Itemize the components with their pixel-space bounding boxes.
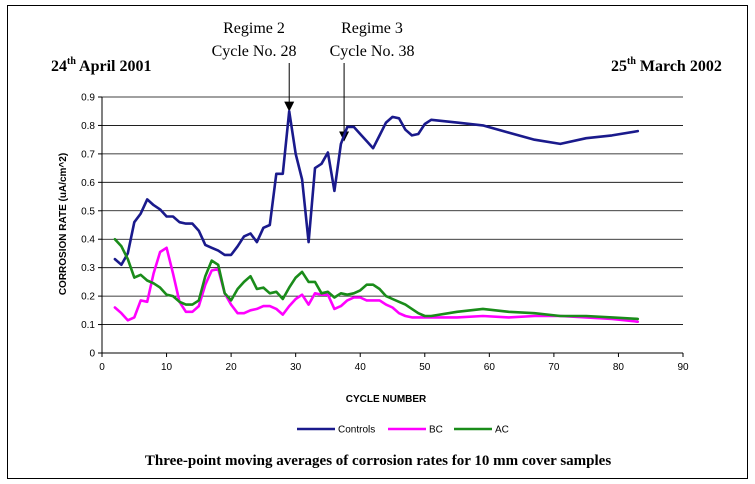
annotation-regime-3-line2: Cycle No. 38	[330, 43, 415, 60]
chart: 24th April 2001 25th March 2002 Regime 2…	[51, 20, 722, 469]
end-date-label: 25th March 2002	[611, 56, 722, 75]
annotation-regime-2-line1: Regime 2	[223, 20, 285, 37]
x-tick-label: 40	[355, 362, 367, 373]
x-tick-label: 70	[548, 362, 560, 373]
y-tick-label: 0.1	[81, 320, 95, 331]
series-line-controls	[113, 109, 640, 267]
figure-frame: 24th April 2001 25th March 2002 Regime 2…	[7, 5, 748, 479]
legend-label-bc: BC	[429, 425, 443, 436]
gridlines	[102, 96, 683, 325]
annotation-arrows	[284, 63, 350, 142]
series-lines	[113, 109, 640, 324]
annotation-regime-3: Regime 3 Cycle No. 38	[330, 20, 415, 60]
x-tick-label: 10	[161, 362, 173, 373]
series-line-bc	[113, 246, 640, 324]
annotation-arrow-head	[284, 101, 295, 112]
legend-label-controls: Controls	[338, 425, 375, 436]
y-axis-label: CORROSION RATE (uA/cm^2)	[58, 153, 69, 295]
y-tick-label: 0.6	[81, 178, 95, 189]
y-tick-label: 0.4	[81, 235, 95, 246]
axes	[98, 96, 684, 357]
legend-label-ac: AC	[495, 425, 509, 436]
annotation-regime-2: Regime 2 Cycle No. 28	[212, 20, 297, 60]
x-tick-label: 20	[226, 362, 238, 373]
y-tick-label: 0.5	[81, 206, 95, 217]
y-tick-label: 0.2	[81, 292, 95, 303]
x-tick-label: 50	[419, 362, 431, 373]
tick-labels: 0 0.1 0.2 0.3 0.4 0.5 0.6 0.7 0.8 0.9 0 10 20 30 40 50 6…	[81, 93, 689, 374]
y-tick-label: 0.3	[81, 263, 95, 274]
x-tick-label: 80	[613, 362, 625, 373]
caption: Three-point moving averages of corrosion…	[145, 453, 611, 469]
x-tick-label: 60	[484, 362, 496, 373]
y-tick-label: 0.9	[81, 93, 95, 104]
y-tick-label: 0	[89, 349, 95, 360]
annotation-regime-2-line2: Cycle No. 28	[212, 43, 297, 60]
x-tick-label: 90	[677, 362, 689, 373]
annotation-regime-3-line1: Regime 3	[341, 20, 403, 37]
series-line-ac	[113, 237, 640, 321]
start-date-label: 24th April 2001	[51, 56, 151, 75]
x-tick-label: 30	[290, 362, 302, 373]
legend: Controls BC AC	[297, 425, 509, 436]
y-tick-label: 0.7	[81, 149, 95, 160]
x-axis-label: CYCLE NUMBER	[346, 394, 427, 405]
x-tick-label: 0	[99, 362, 105, 373]
y-tick-label: 0.8	[81, 121, 95, 132]
